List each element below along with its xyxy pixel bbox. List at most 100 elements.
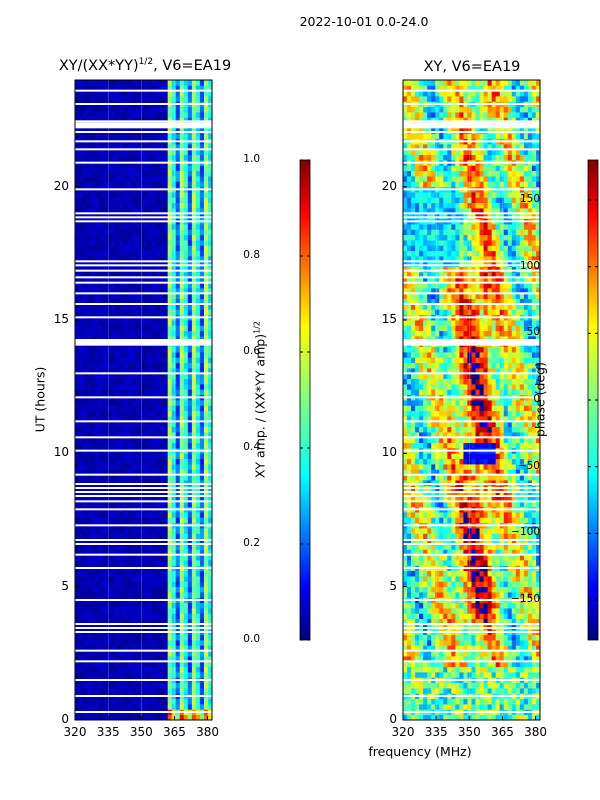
amp-cell [171,309,177,316]
amp-cell [155,656,161,662]
amp-cell [75,170,80,177]
amp-cell [147,96,152,102]
amp-cell [143,250,148,257]
amp-cell [155,133,161,140]
amp-cell [171,176,177,182]
amp-cell [83,416,88,422]
amp-cell [199,266,205,273]
amp-cell [167,202,173,209]
amp-data-gap [75,161,212,164]
amp-cell [179,517,185,524]
amp-cell [99,378,104,385]
amp-cell [115,224,120,230]
amp-cell [171,426,177,433]
amp-cell [163,346,169,353]
amp-cell [123,277,128,284]
amp-cell [199,224,205,230]
amp-cell [155,661,161,668]
amp-cell [199,117,205,124]
amp-cell [99,410,104,417]
amp-cell [147,496,152,502]
amp-cell [179,170,185,177]
phase-cell [487,688,493,694]
amp-cell [159,405,165,412]
amp-cell [155,586,161,593]
amp-cell [103,357,108,364]
amp-cell [187,144,193,150]
amp-cell [195,85,201,92]
amp-cell [171,224,177,230]
amp-cell [131,618,136,625]
amp-cell [183,256,189,262]
phase-cell [443,586,448,593]
amp-cell [131,490,136,497]
amp-cell [123,618,128,625]
phase-cell [419,666,424,673]
amp-cell [83,272,88,278]
amp-cell [171,128,177,134]
amp-cell [119,309,124,316]
phase-cell [511,672,517,678]
amp-cell [123,336,128,342]
amp-cell [171,384,177,390]
amp-cell [159,288,165,294]
amp-cell [79,362,84,369]
amp-cell [123,586,128,593]
phase-cell [503,634,509,641]
amp-data-gap [75,649,212,652]
amp-cell [91,128,96,134]
amp-cell [135,250,140,257]
amp-cell [119,208,124,214]
amp-cell [187,80,193,86]
phase-cell [487,682,493,689]
amp-cell [123,426,128,433]
amp-cell [79,261,84,268]
phase-cell [415,714,420,720]
phase-cell [411,672,416,678]
amp-cell [175,544,181,550]
amp-cell [171,106,177,113]
amp-cell [155,405,161,412]
amp-data-gap [75,188,212,191]
phase-cell [411,698,416,705]
amp-cell [143,592,148,598]
amp-cell [143,208,148,214]
phase-cell [451,586,456,593]
amp-cell [143,362,148,369]
amp-cell [115,458,120,465]
amp-cell [123,309,128,316]
amp-cell [187,618,193,625]
phase-cell [467,688,472,694]
amp-cell [183,293,189,300]
amp-cell [183,229,189,236]
amp-cell [207,640,212,646]
phase-cell [419,586,424,593]
amp-cell [147,192,152,198]
phase-cell [479,698,484,705]
amp-cell [175,586,181,593]
amp-cell [163,240,169,246]
phase-cell [463,650,468,657]
amp-cell [175,170,181,177]
amp-cell [199,389,205,396]
amp-cell [207,549,212,556]
amp-cell [87,234,92,241]
phase-cell [427,661,432,668]
amp-cell [75,554,80,561]
amp-cell [179,325,185,332]
amp-data-gap [75,631,212,633]
amp-cell [167,613,173,620]
phase-cell [439,592,444,598]
amp-cell [111,250,116,257]
amp-cell [167,298,173,305]
amp-cell [151,714,156,720]
amp-cell [151,176,156,182]
amp-cell [159,133,165,140]
amp-cell [187,490,193,497]
amp-cell [75,90,80,97]
phase-cell [519,634,525,641]
amp-cell [155,144,161,150]
phase-cell [423,586,428,593]
amp-cell [107,144,112,150]
amp-cell [135,592,140,598]
